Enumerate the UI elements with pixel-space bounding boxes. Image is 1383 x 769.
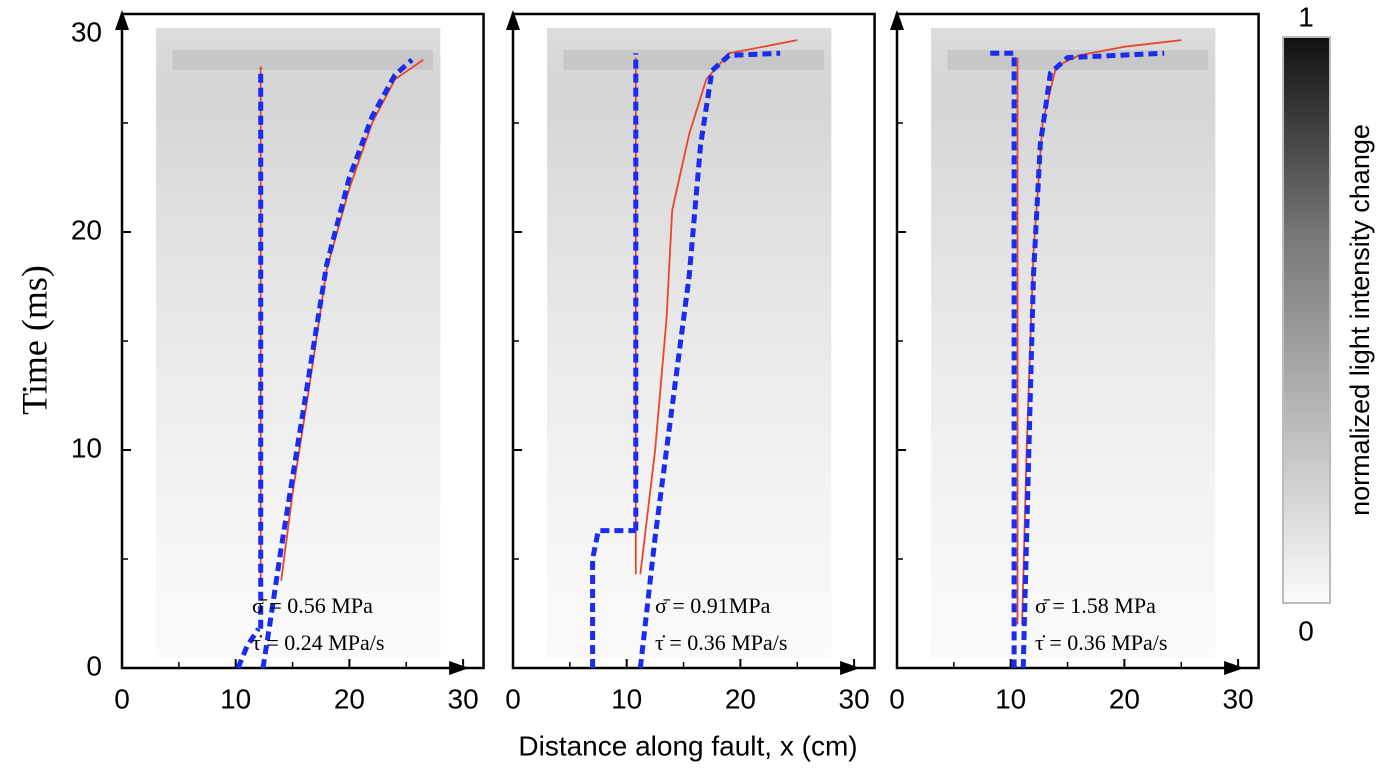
y-tick-label: 10 [71,432,102,463]
intensity-background [547,28,832,658]
intensity-band [563,50,824,70]
annotation: τ̇ = 0.24 MPa/s [252,630,384,655]
colorbar-label: normalized light intensity change [1345,124,1375,516]
annotation: σ̄ = 0.91MPa [655,593,771,618]
x-axis-label: Distance along fault, x (cm) [518,730,857,761]
panel: 0 10 20 30 σ̄ = 1.58 MPa τ̇ = 0.36 MPa/s 0 1 nor… [889,1,1375,714]
x-tick-label: 0 [505,683,521,714]
x-tick-label: 20 [334,683,365,714]
fit-line [280,59,424,581]
colorbar [1282,36,1331,604]
x-tick-label: 10 [220,683,251,714]
y-axis-arrow [890,10,904,30]
panel: 0 10 20 30 σ̄ = 0.91MPa τ̇ = 0.36 MPa/s Distan… [505,10,876,761]
intensity-background [156,28,441,658]
x-tick-label: 30 [839,683,870,714]
annotation: σ̄ = 1.58 MPa [1035,593,1156,618]
y-axis-label: Time (ms) [14,265,54,415]
x-axis-arrow [1224,661,1245,675]
x-tick-label: 10 [611,683,642,714]
y-tick-label: 0 [86,650,102,681]
x-tick-label: 0 [889,683,905,714]
y-axis-arrow [115,10,129,30]
dashed-line [235,627,261,669]
dashed-line [1020,50,1165,669]
y-tick-label: 30 [71,16,102,47]
dashed-line [990,50,1017,668]
x-tick-label: 20 [725,683,756,714]
colorbar-tick-label: 1 [1298,1,1314,32]
x-tick-label: 30 [448,683,479,714]
intensity-band [172,50,433,70]
x-tick-label: 30 [1223,683,1254,714]
intensity-band [947,50,1208,70]
x-tick-label: 20 [1109,683,1140,714]
x-axis-arrow [840,661,861,675]
dashed-line [590,528,636,668]
intensity-background [931,28,1216,658]
colorbar-tick-label: 0 [1298,615,1314,646]
y-axis-arrow [506,10,520,30]
fit-line [639,39,798,575]
dashed-line [260,57,414,669]
annotation: σ̄ = 0.56 MPa [252,593,373,618]
y-tick-label: 20 [71,214,102,245]
x-tick-label: 10 [995,683,1026,714]
x-tick-label: 0 [114,683,130,714]
annotation: τ̇ = 0.36 MPa/s [1035,630,1167,655]
x-axis-arrow [449,661,470,675]
dashed-line [637,50,781,669]
panel: 0 10 20 30 0 10 20 30 σ̄ = 0.56 MPa τ̇ = 0.24 MPa… [14,10,485,714]
annotation: τ̇ = 0.36 MPa/s [655,630,787,655]
